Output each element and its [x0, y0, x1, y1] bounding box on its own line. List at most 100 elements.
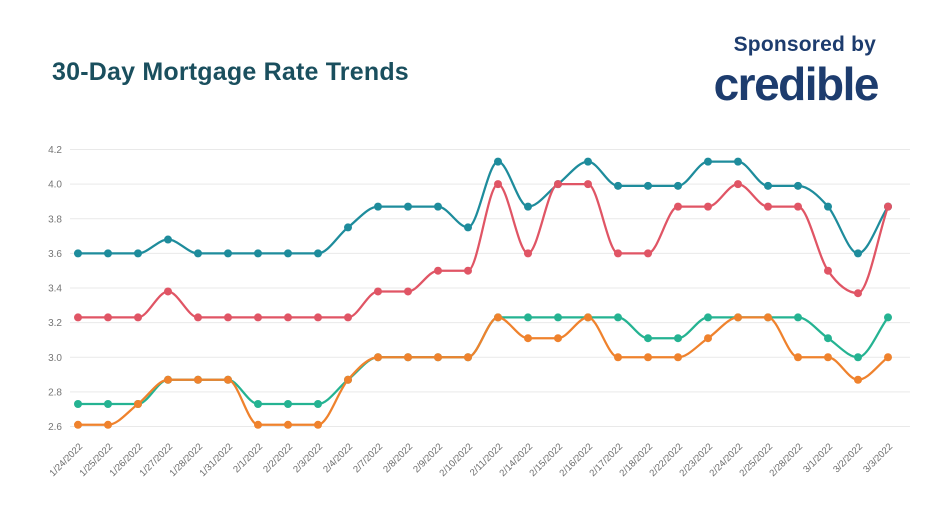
- teal-line-point: [464, 223, 472, 232]
- page-title: 30-Day Mortgage Rate Trends: [52, 58, 409, 86]
- red-line-point: [134, 313, 142, 322]
- sponsor-block: Sponsored by credible: [714, 33, 880, 107]
- red-line-point: [74, 313, 82, 322]
- orange-line-point: [524, 334, 532, 343]
- green-line-point: [314, 399, 322, 408]
- teal-line-point: [764, 181, 772, 190]
- y-axis-tick-label: 3.6: [48, 249, 62, 260]
- x-axis-date-label: 1/31/2022: [197, 441, 235, 479]
- orange-line: [76, 316, 890, 426]
- teal-line-point: [224, 249, 232, 258]
- green-line-point: [284, 399, 292, 408]
- y-axis-tick-label: 3.4: [48, 284, 62, 295]
- x-axis-date-label: 2/4/2022: [321, 441, 355, 475]
- teal-line: [76, 160, 890, 255]
- teal-line-point: [314, 249, 322, 258]
- orange-line-point: [374, 353, 382, 362]
- orange-line-point: [674, 353, 682, 362]
- orange-line-point: [74, 420, 82, 429]
- teal-line-point: [704, 157, 712, 166]
- x-axis-date-label: 2/28/2022: [767, 441, 805, 479]
- x-axis-date-label: 2/2/2022: [261, 441, 295, 475]
- y-axis-tick-label: 2.6: [48, 422, 62, 433]
- green-line-point: [524, 313, 532, 322]
- red-line-point: [194, 313, 202, 322]
- teal-line-point: [74, 249, 82, 258]
- teal-line-point: [734, 157, 742, 166]
- teal-line-point: [374, 202, 382, 211]
- sponsored-by-label: Sponsored by: [733, 33, 876, 56]
- teal-line-point: [854, 249, 862, 258]
- green-line-point: [254, 399, 262, 408]
- teal-line-point: [344, 223, 352, 232]
- orange-line-point: [224, 375, 232, 384]
- green-line-point: [854, 353, 862, 362]
- green-line-point: [794, 313, 802, 322]
- green-line-point: [614, 313, 622, 322]
- y-axis-tick-label: 4.0: [48, 180, 62, 191]
- y-axis-tick-label: 4.2: [48, 145, 62, 156]
- green-line-point: [104, 399, 112, 408]
- orange-line-point: [644, 353, 652, 362]
- teal-line-point: [494, 157, 502, 166]
- red-line-point: [854, 289, 862, 298]
- red-line-point: [254, 313, 262, 322]
- red-line-point: [314, 313, 322, 322]
- y-axis-tick-label: 3.0: [48, 353, 62, 364]
- red-line-point: [824, 266, 832, 275]
- x-axis-date-label: 2/1/2022: [231, 441, 265, 475]
- green-line-point: [884, 313, 892, 322]
- x-axis-date-label: 3/1/2022: [801, 441, 835, 475]
- teal-line-point: [584, 157, 592, 166]
- teal-line-point: [644, 181, 652, 190]
- red-line-point: [464, 266, 472, 275]
- orange-line-point: [734, 313, 742, 322]
- red-line-point: [554, 180, 562, 189]
- green-line-point: [674, 334, 682, 343]
- teal-line-point: [134, 249, 142, 258]
- red-line-point: [284, 313, 292, 322]
- green-line-point: [554, 313, 562, 322]
- orange-line-point: [854, 375, 862, 384]
- teal-line-point: [194, 249, 202, 258]
- orange-line-point: [704, 334, 712, 343]
- red-line-point: [434, 266, 442, 275]
- orange-line-point: [824, 353, 832, 362]
- red-line-point: [374, 287, 382, 296]
- teal-line-point: [524, 202, 532, 211]
- red-line-point: [524, 249, 532, 258]
- red-line-point: [794, 202, 802, 211]
- orange-line-point: [764, 313, 772, 322]
- orange-line-point: [404, 353, 412, 362]
- x-axis-date-label: 3/3/2022: [861, 441, 895, 475]
- red-line-point: [164, 287, 172, 296]
- orange-line-point: [884, 353, 892, 362]
- green-line-point: [644, 334, 652, 343]
- red-line-point: [674, 202, 682, 211]
- red-line-point: [404, 287, 412, 296]
- y-axis-tick-label: 2.8: [48, 387, 62, 398]
- green-line-point: [824, 334, 832, 343]
- orange-line-point: [284, 420, 292, 429]
- orange-line-point: [494, 313, 502, 322]
- red-line-point: [494, 180, 502, 189]
- red-line-point: [224, 313, 232, 322]
- red-line-point: [644, 249, 652, 258]
- orange-line-point: [584, 313, 592, 322]
- teal-line-point: [404, 202, 412, 211]
- x-axis-date-label: 3/2/2022: [831, 441, 865, 475]
- orange-line-point: [164, 375, 172, 384]
- teal-line-point: [254, 249, 262, 258]
- x-axis-date-label: 2/7/2022: [351, 441, 385, 475]
- green-line-point: [704, 313, 712, 322]
- green-line: [76, 316, 890, 406]
- orange-line-point: [134, 399, 142, 408]
- teal-line-point: [674, 181, 682, 190]
- teal-line-point: [824, 202, 832, 211]
- red-line-point: [104, 313, 112, 322]
- green-line-point: [74, 399, 82, 408]
- y-axis-tick-label: 3.8: [48, 214, 62, 225]
- red-line-point: [734, 180, 742, 189]
